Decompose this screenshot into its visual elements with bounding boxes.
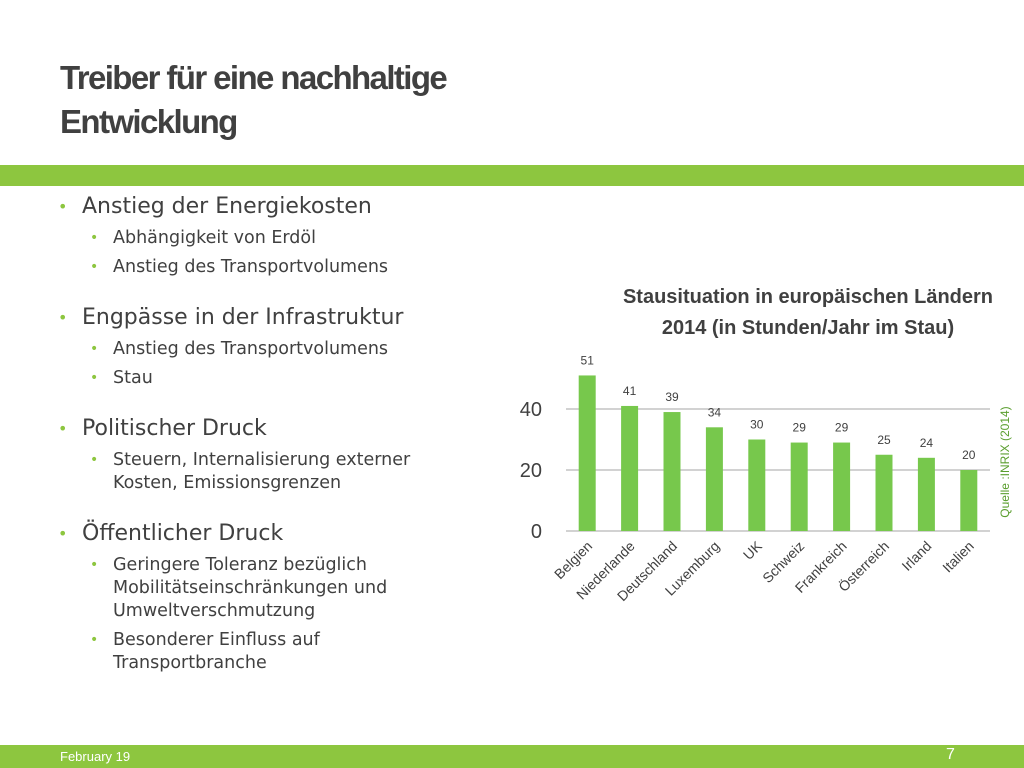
x-tick-label: Italien bbox=[939, 538, 977, 576]
bullet-dot: • bbox=[90, 370, 99, 386]
bullet-text: Öffentlicher Druck bbox=[82, 521, 284, 546]
accent-band bbox=[0, 165, 1024, 186]
bullet-text: Anstieg des Transportvolumens bbox=[113, 339, 389, 359]
bullet-text: Steuern, Internalisierung externer Koste… bbox=[113, 450, 411, 493]
bullet-text: Anstieg des Transportvolumens bbox=[113, 257, 389, 277]
bullet-dot: • bbox=[58, 419, 68, 438]
bullet-text: Geringere Toleranz bezüglich Mobilitätse… bbox=[113, 555, 388, 621]
bullet-text: Abhängigkeit von Erdöl bbox=[113, 228, 316, 248]
bullet-text: Besonderer Einfluss auf Transportbranche bbox=[113, 630, 320, 673]
data-label: 24 bbox=[920, 436, 934, 450]
bar bbox=[875, 454, 893, 531]
bullet-text: Anstieg der Energiekosten bbox=[82, 194, 372, 219]
x-tick-label: Irland bbox=[898, 538, 934, 574]
bullet: • Öffentlicher Druck bbox=[58, 520, 468, 548]
bullet-dot: • bbox=[90, 259, 99, 275]
bullet: • Anstieg der Energiekosten bbox=[58, 193, 468, 221]
bullet-group: • Engpässe in der Infrastruktur • Anstieg d… bbox=[58, 304, 468, 390]
footer-band bbox=[0, 745, 1024, 768]
bullet-dot: • bbox=[90, 341, 99, 357]
bar bbox=[917, 457, 935, 531]
data-label: 29 bbox=[793, 421, 807, 435]
data-label: 39 bbox=[665, 390, 679, 404]
sub-bullet: • Abhängigkeit von Erdöl bbox=[58, 227, 468, 250]
data-label: 34 bbox=[708, 405, 722, 419]
footer-date: February 19 bbox=[60, 749, 131, 764]
bullet-dot: • bbox=[90, 452, 99, 468]
bar bbox=[833, 442, 851, 531]
bar bbox=[748, 439, 766, 531]
bullet: • Engpässe in der Infrastruktur bbox=[58, 304, 468, 332]
bullet-dot: • bbox=[90, 230, 99, 246]
bullet-dot: • bbox=[90, 557, 99, 573]
bullet: • Politischer Druck bbox=[58, 415, 468, 443]
bar bbox=[960, 470, 978, 531]
x-tick-label: UK bbox=[740, 537, 766, 563]
bar bbox=[705, 427, 723, 531]
source-note: Quelle :INRIX (2014) bbox=[998, 406, 1012, 517]
bullet-dot: • bbox=[58, 524, 68, 543]
bar bbox=[663, 412, 681, 531]
bullet-text: Politischer Druck bbox=[82, 416, 267, 441]
slide-title: Treiber für eine nachhaltige Entwicklung bbox=[60, 59, 448, 140]
bullet-group: • Politischer Druck • Steuern, Internalisie… bbox=[58, 415, 468, 495]
bullet-dot: • bbox=[90, 632, 99, 648]
bullet-dot: • bbox=[58, 308, 68, 327]
y-tick-label: 0 bbox=[531, 521, 542, 543]
data-label: 25 bbox=[877, 433, 891, 447]
bar bbox=[578, 375, 596, 531]
data-label: 41 bbox=[623, 384, 637, 398]
bullet-group: • Öffentlicher Druck • Geringere Toleranz b… bbox=[58, 520, 468, 675]
bar bbox=[790, 442, 808, 531]
sub-bullet: • Anstieg des Transportvolumens bbox=[58, 256, 468, 279]
data-label: 51 bbox=[581, 353, 595, 367]
bar bbox=[621, 405, 639, 531]
data-label: 20 bbox=[962, 448, 976, 462]
chart-title: Stausituation in europäischen Ländern 20… bbox=[622, 286, 994, 339]
y-tick-label: 20 bbox=[520, 460, 542, 482]
bullet-dot: • bbox=[58, 197, 68, 216]
data-label: 30 bbox=[750, 418, 764, 432]
sub-bullet: • Steuern, Internalisierung externer Kost… bbox=[58, 449, 468, 495]
data-label: 29 bbox=[835, 421, 849, 435]
bullet-text: Engpässe in der Infrastruktur bbox=[82, 305, 404, 330]
page-number: 7 bbox=[946, 746, 955, 763]
bullet-list: • Anstieg der Energiekosten • Abhängigkeit … bbox=[58, 193, 468, 675]
sub-bullet: • Besonderer Einfluss auf Transportbranch… bbox=[58, 629, 468, 675]
sub-bullet: • Geringere Toleranz bezüglich Mobilitäts… bbox=[58, 554, 468, 623]
y-tick-label: 40 bbox=[520, 399, 542, 421]
bullet-text: Stau bbox=[113, 368, 153, 388]
sub-bullet: • Stau bbox=[58, 367, 468, 390]
bullet-group: • Anstieg der Energiekosten • Abhängigkeit … bbox=[58, 193, 468, 279]
sub-bullet: • Anstieg des Transportvolumens bbox=[58, 338, 468, 361]
